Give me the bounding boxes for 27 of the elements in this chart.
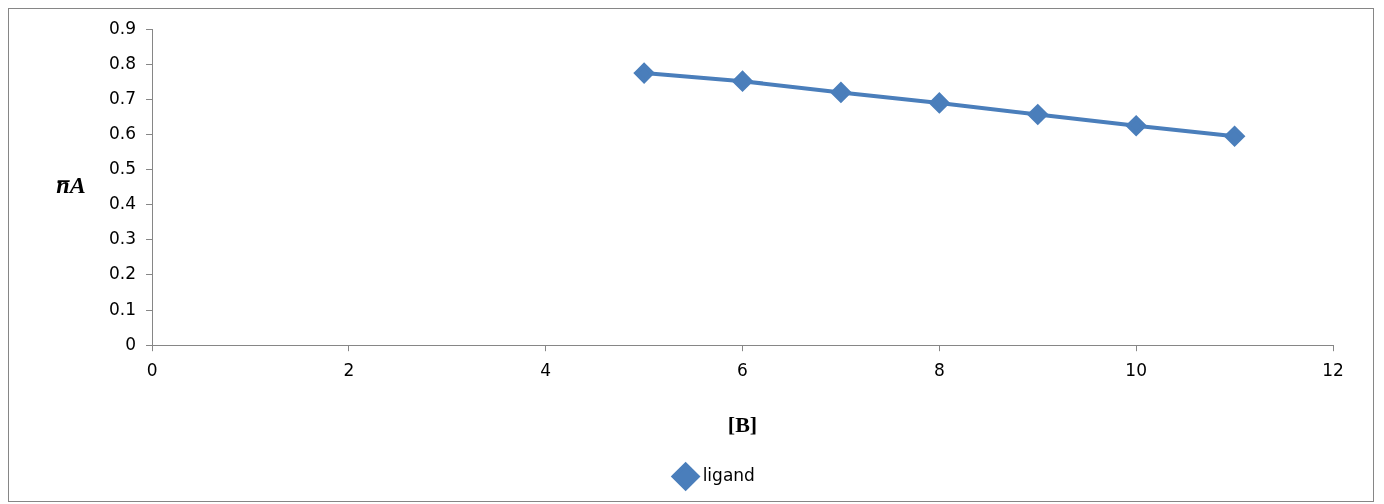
x-tick-label: 2	[343, 359, 355, 380]
y-tick-label: 0	[125, 333, 137, 354]
point	[732, 71, 753, 92]
y-tick-label: 0.1	[108, 298, 137, 319]
y-tick-label: 0.2	[108, 263, 137, 284]
point	[1224, 126, 1245, 147]
y-tick-label: 0.5	[108, 158, 137, 179]
x-tick-label: 8	[933, 359, 945, 380]
x-tick-label: 12	[1322, 359, 1344, 380]
y-tick-label: 0.7	[108, 87, 137, 108]
point	[830, 82, 851, 103]
x-tick-label: 10	[1125, 359, 1147, 380]
x-axis-title: [B]	[727, 412, 758, 438]
y-axis-title: n̅A	[56, 172, 86, 199]
y-tick-label: 0.4	[108, 193, 137, 214]
y-tick-label: 0.6	[108, 122, 137, 143]
y-tick-label: 0.8	[108, 52, 137, 73]
x-tick-label: 4	[540, 359, 552, 380]
point	[634, 63, 655, 84]
point	[929, 92, 950, 113]
x-tick-label: 0	[146, 359, 158, 380]
y-tick-label: 0.9	[108, 17, 137, 38]
y-tick-label: 0.3	[108, 228, 137, 249]
x-tick-label: 6	[737, 359, 748, 380]
legend-label: ligand	[702, 464, 755, 485]
point	[1126, 115, 1147, 136]
point	[1027, 104, 1048, 125]
